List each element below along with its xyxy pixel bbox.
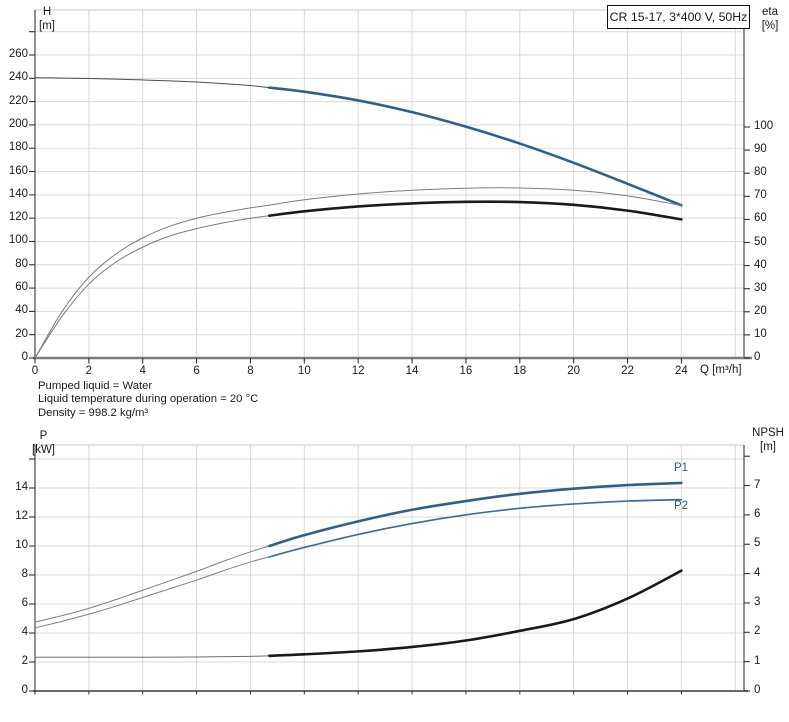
p-axis-tick-label: 12 bbox=[15, 510, 28, 522]
h-curve-thin bbox=[34, 77, 270, 89]
h-axis-tick-label: 160 bbox=[8, 164, 28, 177]
q-axis-tick-label: 10 bbox=[297, 365, 311, 377]
eta-axis-tick-label: 30 bbox=[754, 281, 767, 294]
q-axis-tick-label: 0 bbox=[31, 365, 39, 377]
q-axis-tick-label: 16 bbox=[459, 365, 473, 377]
p2-curve-thin bbox=[34, 556, 270, 629]
npsh-axis-name: NPSH bbox=[752, 427, 784, 439]
q-axis-tick-label: 22 bbox=[621, 365, 634, 377]
h-axis-tick-label: 180 bbox=[8, 141, 28, 154]
h-axis-tick-label: 80 bbox=[15, 257, 28, 270]
q-axis-label: Q [m³/h] bbox=[700, 364, 742, 376]
q-axis-tick-label: 20 bbox=[567, 365, 581, 377]
p-axis-tick-label: 14 bbox=[15, 481, 28, 493]
p-axis-tick-label: 4 bbox=[21, 626, 28, 638]
npsh-axis-tick-label: 6 bbox=[754, 507, 761, 520]
q-axis-tick-label: 14 bbox=[405, 365, 419, 377]
p-axis-unit: [kW] bbox=[32, 443, 55, 456]
eta-axis-tick-label: 0 bbox=[754, 351, 761, 363]
pump-title-box: CR 15-17, 3*400 V, 50Hz bbox=[607, 5, 750, 29]
p-axis-name: P bbox=[39, 430, 48, 442]
q-axis-tick-label: 12 bbox=[351, 365, 365, 377]
eta-axis-tick-label: 10 bbox=[754, 327, 767, 340]
eta-axis-tick-label: 20 bbox=[754, 304, 767, 317]
h-axis-tick-label: 120 bbox=[8, 211, 28, 224]
npsh-axis-tick-label: 1 bbox=[754, 654, 761, 667]
eta-total-curve-thin bbox=[34, 215, 270, 359]
liquid-notes: Pumped liquid = Water Liquid temperature… bbox=[38, 380, 258, 420]
h-axis-unit: [m] bbox=[39, 19, 55, 32]
note-liquid-temperature: Liquid temperature during operation = 20… bbox=[38, 393, 259, 406]
p-axis-tick-label: 6 bbox=[21, 597, 28, 609]
eta-axis-tick-label: 50 bbox=[754, 235, 767, 248]
npsh-axis-tick-label: 3 bbox=[754, 595, 761, 608]
npsh-axis-tick-label: 4 bbox=[754, 566, 761, 579]
h-axis-tick-label: 200 bbox=[8, 117, 28, 130]
p-axis-label: P [kW] bbox=[25, 430, 62, 457]
p2-curve-label: P2 bbox=[674, 500, 689, 512]
q-axis-tick-label: 2 bbox=[85, 365, 93, 377]
h-axis-tick-label: 140 bbox=[8, 187, 28, 200]
npsh-curve-duty bbox=[268, 569, 683, 658]
h-curve-duty bbox=[268, 86, 683, 207]
eta-axis-unit: [%] bbox=[761, 19, 779, 32]
npsh-curve-thin bbox=[34, 655, 270, 658]
h-axis-tick-label: 40 bbox=[15, 304, 28, 317]
p1-curve-thin bbox=[34, 545, 270, 623]
note-pumped-liquid: Pumped liquid = Water bbox=[38, 380, 153, 392]
npsh-axis-label: NPSH [m] bbox=[747, 427, 789, 454]
p1-curve-duty bbox=[268, 481, 683, 548]
eta-axis-tick-label: 90 bbox=[754, 143, 767, 156]
npsh-axis-unit: [m] bbox=[760, 440, 776, 453]
h-axis-tick-label: 20 bbox=[15, 327, 28, 340]
p-axis-tick-label: 0 bbox=[21, 684, 28, 696]
eta-axis-tick-label: 100 bbox=[754, 120, 774, 132]
npsh-axis-tick-label: 5 bbox=[754, 537, 761, 550]
h-axis-name: H bbox=[42, 6, 52, 18]
eta-axis-tick-label: 40 bbox=[754, 258, 767, 271]
h-axis-tick-label: 0 bbox=[21, 351, 28, 363]
eta-pump-curve bbox=[34, 187, 682, 359]
q-axis-tick-label: 24 bbox=[674, 365, 688, 377]
eta-total-curve-duty bbox=[268, 200, 683, 221]
p-axis-tick-label: 8 bbox=[21, 568, 28, 580]
h-axis-tick-label: 260 bbox=[8, 47, 28, 60]
eta-axis-tick-label: 70 bbox=[754, 189, 767, 202]
h-axis-tick-label: 220 bbox=[8, 94, 28, 107]
eta-axis-tick-label: 60 bbox=[754, 212, 767, 225]
q-axis-tick-label: 6 bbox=[193, 365, 200, 377]
q-axis-tick-label: 18 bbox=[513, 365, 527, 377]
h-axis-label: H [m] bbox=[28, 6, 66, 33]
p-axis-tick-label: 2 bbox=[21, 655, 28, 667]
eta-axis-tick-label: 80 bbox=[754, 166, 767, 179]
npsh-axis-tick-label: 0 bbox=[754, 684, 761, 696]
p1-curve-label: P1 bbox=[674, 462, 689, 474]
q-axis-tick-label: 4 bbox=[139, 365, 146, 377]
p-axis-tick-label: 10 bbox=[15, 539, 28, 551]
h-axis-tick-label: 240 bbox=[8, 71, 28, 84]
eta-axis-name: eta bbox=[762, 6, 778, 18]
npsh-axis-tick-label: 7 bbox=[754, 478, 761, 491]
q-axis-tick-label: 8 bbox=[247, 365, 254, 377]
h-axis-tick-label: 60 bbox=[15, 281, 28, 294]
h-axis-tick-label: 100 bbox=[8, 234, 28, 247]
npsh-axis-tick-label: 2 bbox=[754, 625, 761, 638]
eta-axis-label: eta [%] bbox=[752, 6, 788, 33]
p2-curve-duty bbox=[268, 498, 683, 558]
note-density: Density = 998.2 kg/m³ bbox=[38, 406, 149, 419]
